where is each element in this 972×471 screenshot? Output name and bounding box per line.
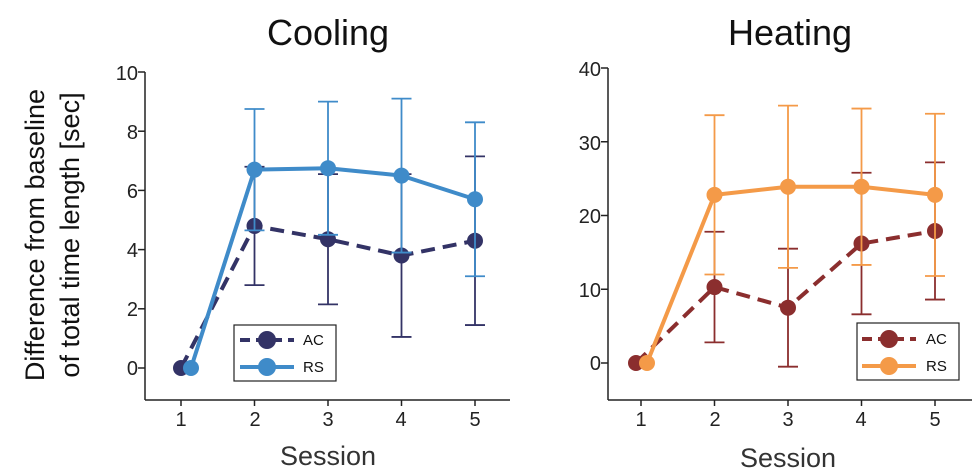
cooling-x-tick-label: 5 [469, 409, 480, 431]
cooling-y-tick-label: 0 [127, 358, 138, 380]
heating-y-tick-label: 30 [579, 133, 601, 155]
cooling-data-point [320, 160, 336, 177]
cooling-legend-label-ac: AC [303, 332, 324, 349]
cooling-series-line [179, 223, 476, 369]
y-axis-title-line-1: Difference from baseline [20, 89, 50, 381]
cooling-data-point [246, 161, 263, 178]
heating-legend-marker-rs [880, 357, 898, 375]
y-axis-title-line-2: of total time length [sec] [55, 92, 85, 377]
heating-y-tick-label: 0 [590, 353, 601, 375]
heating-legend-label-rs: RS [926, 358, 947, 375]
heating-data-point [853, 178, 870, 195]
cooling-y-tick-label: 10 [116, 63, 138, 85]
heating-x-axis-title: Session [740, 443, 836, 471]
cooling-x-tick-label: 4 [395, 409, 406, 431]
heating-panel: Heating 0 10 20 30 40 1 2 3 4 5 Session … [579, 12, 972, 471]
heating-data-point [780, 299, 796, 316]
cooling-x-tick-label: 3 [322, 409, 333, 431]
heating-data-point [706, 186, 723, 203]
cooling-panel: Cooling 0 2 4 6 8 10 1 2 3 4 5 Session A… [116, 12, 510, 471]
cooling-legend-label-rs: RS [303, 359, 324, 376]
y-axis-title: Difference from baseline of total time l… [20, 89, 85, 381]
heating-y-tick-label: 20 [579, 206, 601, 228]
heating-y-tick-label: 10 [579, 280, 601, 302]
cooling-legend-marker-rs [258, 358, 276, 376]
heating-x-tick-label: 5 [929, 409, 940, 431]
cooling-y-tick-label: 4 [127, 240, 138, 262]
cooling-y-tick-label: 2 [127, 299, 138, 321]
cooling-series [173, 97, 485, 376]
cooling-data-point [467, 191, 483, 208]
heating-legend: AC RS [856, 322, 960, 381]
cooling-y-ticks: 0 2 4 6 8 10 [116, 63, 145, 380]
cooling-legend: AC RS [233, 324, 337, 382]
cooling-x-ticks: 1 2 3 4 5 [175, 400, 481, 431]
cooling-legend-box [233, 324, 337, 382]
heating-x-tick-label: 2 [709, 409, 720, 431]
cooling-x-axis-title: Session [280, 441, 376, 471]
cooling-x-tick-label: 1 [175, 409, 186, 431]
heating-legend-label-ac: AC [926, 331, 947, 348]
heating-x-tick-label: 3 [782, 409, 793, 431]
cooling-data-point [393, 247, 410, 264]
heating-data-point [706, 279, 723, 296]
heating-data-point [780, 178, 796, 195]
cooling-data-point [393, 167, 410, 184]
heating-legend-marker-ac [880, 330, 898, 348]
cooling-title: Cooling [267, 12, 389, 53]
heating-series-rs [639, 104, 945, 371]
heating-data-point [927, 186, 943, 203]
heating-title: Heating [728, 12, 852, 53]
cooling-x-tick-label: 2 [249, 409, 260, 431]
heating-x-tick-label: 1 [635, 409, 646, 431]
heating-y-ticks: 0 10 20 30 40 [579, 59, 608, 375]
heating-data-point [639, 355, 655, 371]
cooling-series-rs [183, 97, 485, 376]
heating-legend-box [856, 322, 960, 381]
cooling-legend-marker-ac [258, 331, 276, 349]
heating-y-tick-label: 40 [579, 59, 601, 81]
heating-x-tick-label: 4 [855, 409, 866, 431]
cooling-y-tick-label: 6 [127, 181, 138, 203]
cooling-y-tick-label: 8 [127, 122, 138, 144]
cooling-data-point [183, 360, 199, 376]
heating-x-ticks: 1 2 3 4 5 [635, 400, 941, 431]
heating-series [628, 104, 945, 371]
heating-data-point [628, 355, 644, 371]
